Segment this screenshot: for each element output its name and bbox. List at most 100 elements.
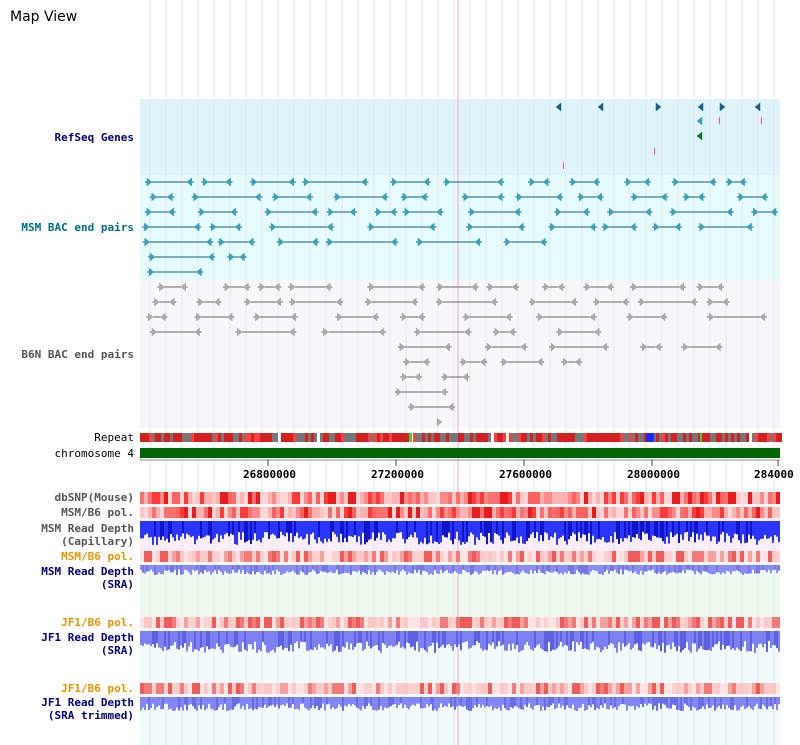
b6n-bac-end[interactable] (443, 372, 449, 382)
msm-bac-end[interactable] (328, 207, 335, 217)
msm-bac-features[interactable] (142, 177, 778, 277)
msm-bac-end[interactable] (428, 222, 435, 232)
msm-bac-end[interactable] (539, 237, 546, 247)
msm-bac-end[interactable] (699, 222, 706, 232)
msm-bac-end[interactable] (596, 192, 602, 202)
b6n-bac-end[interactable] (543, 282, 550, 292)
dbsnp-strip[interactable] (140, 492, 780, 504)
b6n-bac-end[interactable] (371, 312, 378, 322)
msm-bac-end[interactable] (402, 192, 409, 202)
msm-bac-end[interactable] (270, 222, 277, 232)
b6n-bac-end[interactable] (255, 312, 261, 322)
msm-b6-pol-strip[interactable] (140, 507, 780, 518)
b6n-bac-end[interactable] (168, 297, 175, 307)
b6n-bac-end[interactable] (447, 402, 454, 412)
msm-bac-end[interactable] (697, 192, 704, 202)
b6n-bac-end[interactable] (655, 342, 661, 352)
msm-b6-pol-strip-2[interactable] (140, 551, 780, 562)
msm-bac-end[interactable] (645, 207, 651, 217)
msm-bac-end[interactable] (643, 177, 650, 187)
b6n-bac-end[interactable] (585, 282, 591, 292)
msm-bac-end[interactable] (228, 252, 235, 262)
b6n-bac-end[interactable] (488, 282, 494, 292)
msm-bac-end[interactable] (335, 192, 341, 202)
b6n-bac-end[interactable] (601, 342, 608, 352)
msm-bac-end[interactable] (144, 237, 151, 247)
refseq-gene-arrow[interactable] (696, 131, 703, 141)
b6n-bac-end[interactable] (530, 297, 537, 307)
b6n-bac-end[interactable] (337, 312, 343, 322)
b6n-bac-end[interactable] (180, 282, 186, 292)
b6n-bac-end[interactable] (236, 327, 243, 337)
b6n-bac-end[interactable] (594, 297, 601, 307)
msm-bac-end[interactable] (608, 207, 615, 217)
msm-bac-end[interactable] (144, 222, 150, 232)
b6n-bac-end[interactable] (505, 312, 511, 322)
b6n-bac-end[interactable] (490, 297, 497, 307)
b6n-bac-end[interactable] (631, 282, 638, 292)
b6n-bac-end[interactable] (683, 342, 689, 352)
b6n-bac-end[interactable] (690, 297, 696, 307)
b6n-bac-end[interactable] (378, 327, 385, 337)
msm-bac-end[interactable] (555, 207, 562, 217)
msm-bac-end[interactable] (219, 237, 225, 247)
msm-bac-end[interactable] (327, 237, 334, 247)
b6n-bac-end[interactable] (716, 282, 723, 292)
b6n-bac-end[interactable] (502, 357, 508, 367)
msm-bac-end[interactable] (592, 177, 599, 187)
msm-bac-end[interactable] (517, 222, 524, 232)
jf1-sra-depth[interactable] (140, 631, 780, 653)
b6n-bac-end[interactable] (464, 312, 471, 322)
msm-bac-end[interactable] (305, 192, 312, 202)
msm-bac-end[interactable] (496, 177, 503, 187)
refseq-gene-arrow[interactable] (655, 102, 662, 112)
b6n-bac-end[interactable] (396, 387, 403, 397)
msm-bac-end[interactable] (709, 177, 715, 187)
b6n-bac-end[interactable] (154, 297, 160, 307)
msm-bac-end[interactable] (496, 192, 503, 202)
b6n-bac-end[interactable] (417, 282, 424, 292)
b6n-bac-end[interactable] (471, 282, 477, 292)
msm-bac-end[interactable] (369, 222, 375, 232)
b6n-bac-end[interactable] (410, 297, 417, 307)
msm-bac-end[interactable] (417, 237, 424, 247)
msm-bac-end[interactable] (436, 207, 442, 217)
msm-bac-end[interactable] (202, 177, 209, 187)
b6n-bac-end[interactable] (708, 312, 715, 322)
b6n-bac-end[interactable] (224, 282, 231, 292)
b6n-bac-end[interactable] (444, 342, 450, 352)
msm-bac-end[interactable] (625, 177, 632, 187)
b6n-bac-end[interactable] (198, 297, 204, 307)
msm-bac-end[interactable] (239, 252, 245, 262)
b6n-bac-end[interactable] (486, 342, 493, 352)
b6n-bac-end[interactable] (462, 372, 469, 382)
b6n-bac-end[interactable] (323, 327, 329, 337)
b6n-bac-end[interactable] (288, 327, 295, 337)
msm-bac-end[interactable] (186, 177, 192, 187)
b6n-bac-end[interactable] (151, 327, 158, 337)
b6n-bac-end[interactable] (508, 327, 515, 337)
jf1-b6-pol-strip[interactable] (140, 617, 780, 628)
b6n-bac-features[interactable] (146, 282, 767, 427)
msm-bac-end[interactable] (381, 192, 387, 202)
b6n-bac-end[interactable] (708, 297, 714, 307)
msm-bac-end[interactable] (390, 237, 397, 247)
msm-bac-end[interactable] (247, 237, 254, 247)
msm-capillary-depth[interactable] (140, 521, 780, 545)
b6n-bac-end[interactable] (438, 282, 444, 292)
msm-bac-end[interactable] (166, 192, 173, 202)
msm-bac-end[interactable] (529, 177, 536, 187)
msm-bac-end[interactable] (579, 192, 585, 202)
msm-bac-end[interactable] (391, 177, 398, 187)
b6n-bac-end[interactable] (159, 282, 165, 292)
b6n-bac-end[interactable] (401, 312, 408, 322)
b6n-bac-end[interactable] (366, 297, 373, 307)
msm-bac-end[interactable] (760, 192, 767, 202)
msm-bac-end[interactable] (234, 222, 241, 232)
msm-bac-end[interactable] (168, 207, 174, 217)
b6n-bac-end[interactable] (415, 327, 422, 337)
b6n-bac-end[interactable] (242, 282, 249, 292)
msm-bac-end[interactable] (146, 177, 153, 187)
b6n-bac-end[interactable] (213, 297, 220, 307)
msm-bac-end[interactable] (303, 177, 310, 187)
